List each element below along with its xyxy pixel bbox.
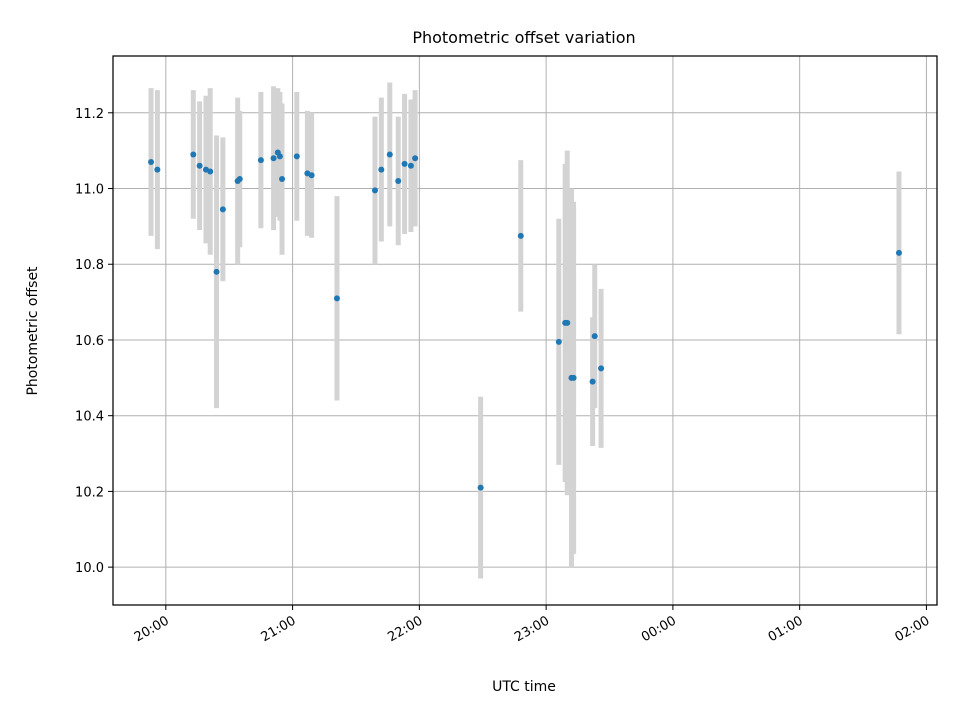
y-ticks: 10.0 10.2 10.4 10.6 10.8 11.0 11.2: [75, 107, 113, 576]
axes-frame: [112, 55, 938, 606]
data-point: [517, 232, 524, 239]
data-point: [412, 155, 419, 162]
data-point: [407, 162, 414, 169]
data-point: [564, 319, 571, 326]
data-point: [555, 338, 562, 345]
y-tick-label: 10.4: [75, 410, 104, 425]
data-points: [148, 149, 902, 491]
data-point: [395, 177, 402, 184]
y-tick-label: 11.2: [75, 107, 104, 122]
data-point: [570, 374, 577, 381]
y-tick-label: 10.0: [75, 561, 104, 576]
data-point: [333, 295, 340, 302]
chart-title: Photometric offset variation: [412, 28, 635, 47]
data-point: [270, 155, 277, 162]
data-point: [190, 151, 197, 158]
data-point: [477, 484, 484, 491]
data-point: [378, 166, 385, 173]
y-tick-label: 11.0: [75, 183, 104, 198]
data-point: [257, 157, 264, 164]
data-point: [401, 160, 408, 167]
data-point: [371, 187, 378, 194]
data-point: [591, 333, 598, 340]
data-point: [148, 159, 155, 166]
data-point: [207, 168, 214, 175]
data-point: [386, 151, 393, 158]
data-point: [236, 176, 243, 183]
data-point: [219, 206, 226, 213]
data-point: [293, 153, 300, 160]
data-point: [196, 162, 203, 169]
grid: [113, 56, 937, 605]
y-tick-label: 10.8: [75, 258, 104, 273]
y-tick-label: 10.2: [75, 485, 104, 500]
y-tick-label: 10.6: [75, 334, 104, 349]
data-point: [598, 365, 605, 372]
y-axis-label: Photometric offset: [25, 266, 41, 396]
x-axis-label: UTC time: [492, 679, 556, 695]
data-point: [279, 176, 286, 183]
data-point: [213, 268, 220, 275]
data-point: [276, 153, 283, 160]
data-point: [895, 249, 902, 256]
data-point: [589, 378, 596, 385]
data-point: [154, 166, 161, 173]
data-point: [308, 172, 315, 179]
